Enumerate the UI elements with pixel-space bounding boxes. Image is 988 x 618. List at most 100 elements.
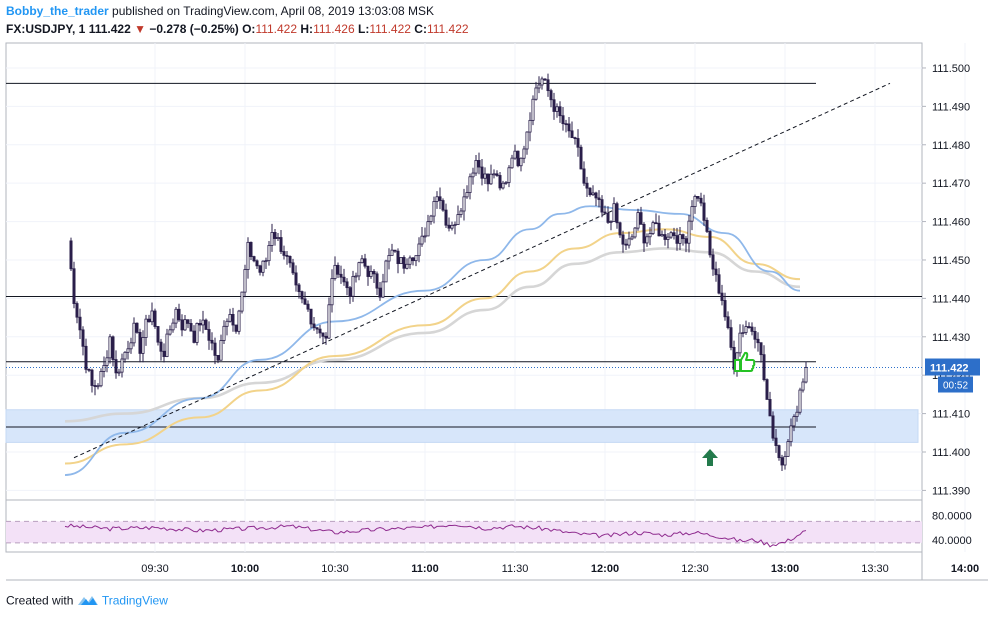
candle-body xyxy=(795,411,799,417)
support-zone-rect xyxy=(5,409,919,443)
candle-body xyxy=(591,192,595,196)
candle-body xyxy=(588,187,592,196)
candle-body xyxy=(285,254,289,257)
candle xyxy=(696,196,700,202)
candle-body xyxy=(402,257,406,269)
candle xyxy=(393,249,397,253)
trendline[interactable] xyxy=(73,82,891,459)
candle-body xyxy=(138,331,142,354)
candle-body xyxy=(318,328,322,334)
candle-body xyxy=(699,197,703,204)
trendline-dashed[interactable] xyxy=(73,82,891,459)
candle-body xyxy=(753,330,757,340)
candle xyxy=(618,221,622,238)
candle xyxy=(354,272,358,283)
thumbs-up-icon[interactable] xyxy=(734,351,756,372)
candle-body xyxy=(711,254,715,270)
candle-body xyxy=(441,200,445,211)
candle-body xyxy=(633,227,637,238)
candle-body xyxy=(738,332,742,354)
candle xyxy=(270,223,274,252)
candle-body xyxy=(528,119,532,133)
candle xyxy=(81,326,85,356)
candle-body xyxy=(300,291,304,300)
candle-body xyxy=(201,319,205,326)
author-link[interactable]: Bobby_the_trader xyxy=(6,4,109,18)
candle-body xyxy=(660,234,664,237)
candle xyxy=(279,230,283,254)
candle-body xyxy=(501,182,505,189)
candle xyxy=(582,161,586,186)
candle-body xyxy=(561,115,565,125)
candle-body xyxy=(510,157,514,169)
candle-body xyxy=(492,173,496,176)
candle xyxy=(456,205,460,225)
candle-body xyxy=(720,292,724,301)
candle-body xyxy=(69,240,73,270)
candle-body xyxy=(159,341,163,352)
candle xyxy=(171,318,175,333)
candle xyxy=(573,136,577,145)
candle-body xyxy=(750,326,754,332)
axes: 09:30 10:00 10:30 11:00 11:30 12:00 12:30 13:00… xyxy=(141,63,980,575)
candle-body xyxy=(426,221,430,237)
tradingview-logo-icon[interactable] xyxy=(77,593,99,610)
candle xyxy=(111,335,115,367)
countdown-text: 00:52 xyxy=(943,381,968,392)
candle xyxy=(210,332,214,351)
candle-body xyxy=(546,79,550,92)
candle-body xyxy=(372,270,376,275)
candle xyxy=(285,250,289,265)
candle-body xyxy=(120,358,124,373)
footer: Created with TradingView xyxy=(6,593,168,610)
candle xyxy=(726,311,730,330)
candle-body xyxy=(186,319,190,324)
candle xyxy=(624,238,628,251)
candle-body xyxy=(765,379,769,400)
candle-body xyxy=(498,175,502,189)
ma-mid-line xyxy=(64,228,801,465)
candle xyxy=(567,116,571,138)
candle xyxy=(165,328,169,358)
symbol-label[interactable]: FX:USDJPY, 1 xyxy=(6,22,86,36)
candle xyxy=(630,234,634,241)
candle xyxy=(234,324,238,334)
candle xyxy=(147,314,151,323)
annotations[interactable] xyxy=(702,351,756,466)
candle-body xyxy=(153,310,157,327)
candle xyxy=(540,76,544,90)
candle xyxy=(366,265,370,286)
candle-body xyxy=(468,176,472,193)
candle-body xyxy=(408,257,412,265)
candle-body xyxy=(309,308,313,325)
candle-body xyxy=(432,201,436,217)
open-value: 111.422 xyxy=(255,22,298,36)
candle xyxy=(423,227,427,243)
candle xyxy=(741,324,745,338)
candle-body xyxy=(168,329,172,335)
candle xyxy=(120,353,124,378)
candle xyxy=(669,231,673,239)
candle-body xyxy=(702,202,706,221)
candle-body xyxy=(99,371,103,387)
candle xyxy=(756,332,760,352)
candle xyxy=(561,107,565,131)
tradingview-link[interactable]: TradingView xyxy=(101,593,168,608)
candle-body xyxy=(513,150,517,159)
candle-body xyxy=(618,222,622,236)
candle-body xyxy=(180,319,184,331)
candle-body xyxy=(585,182,589,189)
candle xyxy=(762,345,766,382)
candle xyxy=(609,220,613,231)
candle-body xyxy=(390,249,394,256)
candle-body xyxy=(801,381,805,391)
candle xyxy=(678,226,682,251)
x-tick-label: 12:30 xyxy=(681,563,709,575)
candles xyxy=(69,73,808,471)
candle xyxy=(126,340,130,360)
up-arrow-icon[interactable] xyxy=(702,449,718,466)
candle-body xyxy=(339,273,343,278)
candle xyxy=(552,92,556,120)
y-tick-label: 111.490 xyxy=(932,101,970,113)
